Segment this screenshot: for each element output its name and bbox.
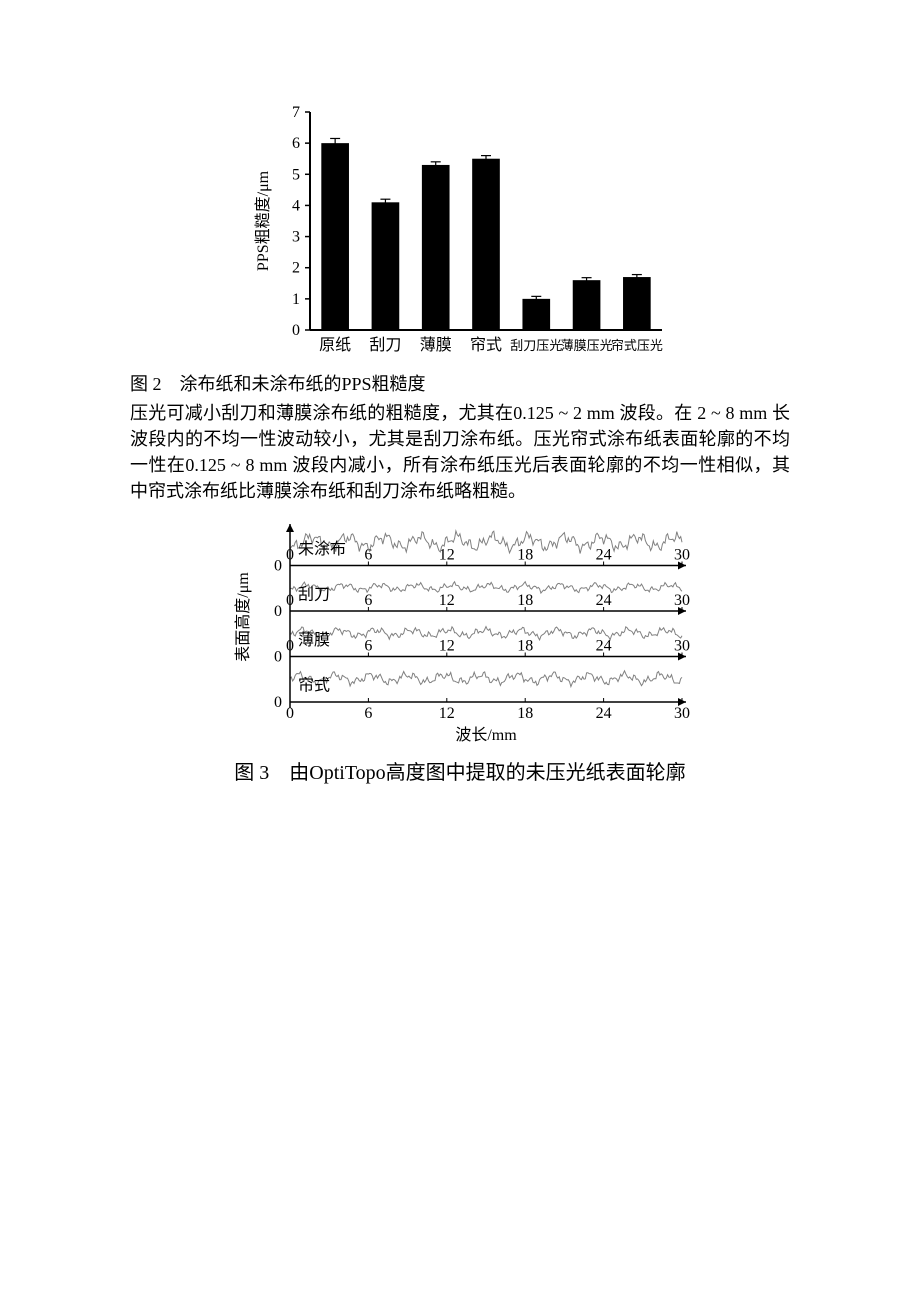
svg-text:12: 12 xyxy=(439,638,455,655)
svg-text:6: 6 xyxy=(364,705,372,722)
svg-text:刮刀压光: 刮刀压光 xyxy=(510,338,562,353)
svg-text:波长/mm: 波长/mm xyxy=(455,726,517,744)
svg-text:PPS粗糙度/μm: PPS粗糙度/μm xyxy=(254,170,272,271)
svg-text:刮刀: 刮刀 xyxy=(369,336,401,354)
svg-text:30: 30 xyxy=(674,705,690,722)
svg-text:薄膜: 薄膜 xyxy=(298,631,330,649)
svg-text:24: 24 xyxy=(596,547,612,564)
svg-text:薄膜: 薄膜 xyxy=(420,336,452,354)
svg-text:30: 30 xyxy=(674,638,690,655)
svg-text:0: 0 xyxy=(274,694,282,711)
svg-text:薄膜压光: 薄膜压光 xyxy=(561,338,613,353)
body-paragraph: 压光可减小刮刀和薄膜涂布纸的粗糙度，尤其在0.125 ~ 2 mm 波段。在 2… xyxy=(130,400,790,504)
svg-text:4: 4 xyxy=(292,197,300,214)
svg-text:0: 0 xyxy=(274,558,282,575)
svg-text:24: 24 xyxy=(596,705,612,722)
svg-text:12: 12 xyxy=(439,592,455,609)
svg-text:表面高度/μm: 表面高度/μm xyxy=(234,572,252,662)
svg-text:18: 18 xyxy=(517,547,533,564)
svg-text:30: 30 xyxy=(674,547,690,564)
svg-text:6: 6 xyxy=(364,592,372,609)
figure-3: 06121824300未涂布06121824300刮刀06121824300薄膜… xyxy=(130,516,790,746)
svg-text:刮刀: 刮刀 xyxy=(298,586,330,604)
svg-text:30: 30 xyxy=(674,592,690,609)
svg-text:未涂布: 未涂布 xyxy=(298,540,346,558)
svg-text:18: 18 xyxy=(517,705,533,722)
svg-text:2: 2 xyxy=(292,260,300,277)
svg-text:18: 18 xyxy=(517,638,533,655)
svg-text:7: 7 xyxy=(292,104,300,121)
figure-2: 0 1 2 3 4 5 6 7 原纸刮刀 薄膜帘式刮刀压光薄膜压光帘式压光 PPS粗糙度/μm xyxy=(130,100,790,360)
svg-text:6: 6 xyxy=(364,638,372,655)
svg-text:12: 12 xyxy=(439,705,455,722)
figure-2-caption: 图 2 涂布纸和未涂布纸的PPS粗糙度 xyxy=(130,370,790,396)
svg-text:帘式: 帘式 xyxy=(470,336,502,354)
svg-text:0: 0 xyxy=(292,322,300,339)
figure-3-chart: 06121824300未涂布06121824300刮刀06121824300薄膜… xyxy=(220,516,700,746)
svg-text:0: 0 xyxy=(274,649,282,666)
svg-text:0: 0 xyxy=(274,603,282,620)
svg-text:18: 18 xyxy=(517,592,533,609)
svg-text:帘式压光: 帘式压光 xyxy=(611,338,663,353)
svg-text:1: 1 xyxy=(292,291,300,308)
svg-text:24: 24 xyxy=(596,592,612,609)
svg-text:5: 5 xyxy=(292,166,300,183)
svg-text:6: 6 xyxy=(292,135,300,152)
svg-text:原纸: 原纸 xyxy=(319,336,351,354)
page-content: 01234567原纸刮刀薄膜帘式刮刀压光薄膜压光帘式压光PPS粗糙度/μm 图 … xyxy=(0,0,920,785)
svg-text:3: 3 xyxy=(292,229,300,246)
svg-text:帘式: 帘式 xyxy=(298,677,330,695)
figure-2-chart: 0 1 2 3 4 5 6 7 原纸刮刀 薄膜帘式刮刀压光薄膜压光帘式压光 PPS粗糙度/μm xyxy=(240,100,680,360)
svg-text:24: 24 xyxy=(596,638,612,655)
figure-3-caption: 图 3 由OptiTopo高度图中提取的未压光纸表面轮廓 xyxy=(130,756,790,785)
